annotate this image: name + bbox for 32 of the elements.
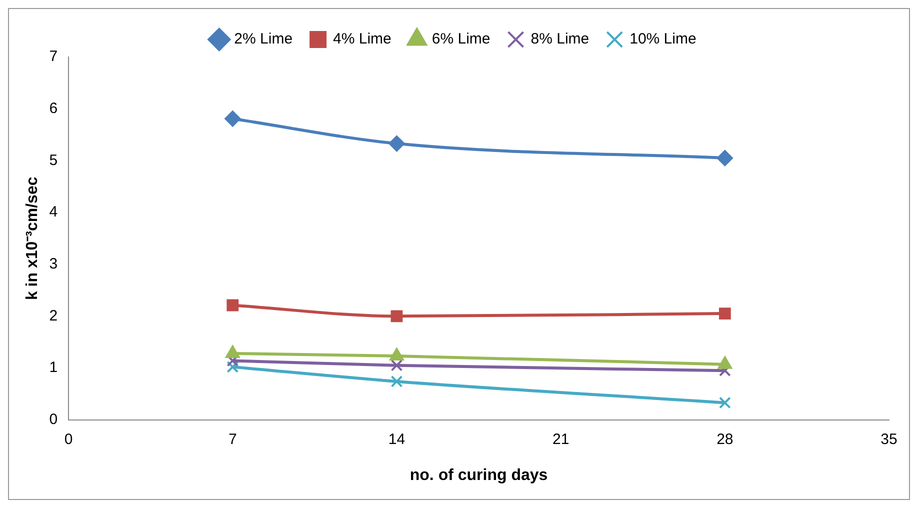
point bbox=[390, 359, 403, 372]
x-tick-label: 21 bbox=[552, 430, 570, 448]
x-tick-label: 0 bbox=[64, 430, 73, 448]
legend-label: 4% Lime bbox=[333, 30, 392, 48]
legend-label: 6% Lime bbox=[432, 30, 490, 48]
y-tick-label: 5 bbox=[49, 152, 58, 169]
point bbox=[388, 136, 405, 152]
x-tick-label: 35 bbox=[880, 430, 898, 448]
x-tick-label: 14 bbox=[388, 430, 406, 448]
y-tick-label: 6 bbox=[49, 100, 58, 117]
point bbox=[390, 310, 403, 322]
x-tick-label: 28 bbox=[716, 430, 734, 448]
point bbox=[226, 299, 239, 312]
legend-label: 10% Lime bbox=[630, 30, 696, 48]
y-tick-label: 0 bbox=[49, 410, 58, 428]
legend-label: 2% Lime bbox=[234, 30, 293, 48]
y-tick-label: 7 bbox=[49, 48, 58, 66]
point bbox=[390, 348, 404, 361]
point bbox=[718, 396, 731, 409]
legend-label: 8% Lime bbox=[530, 30, 590, 48]
x-axis-title: no. of curing days bbox=[410, 466, 548, 484]
y-tick-label: 1 bbox=[49, 359, 58, 376]
point bbox=[716, 150, 733, 166]
y-axis-title: k in x10⁻³cm/sec bbox=[24, 176, 42, 300]
y-tick-label: 4 bbox=[49, 204, 58, 221]
x-tick-label: 7 bbox=[228, 430, 237, 448]
point bbox=[390, 375, 403, 388]
y-tick-label: 2 bbox=[49, 307, 58, 324]
point bbox=[718, 308, 731, 320]
y-tick-label: 3 bbox=[49, 255, 58, 272]
point bbox=[226, 360, 239, 373]
point bbox=[224, 110, 241, 127]
